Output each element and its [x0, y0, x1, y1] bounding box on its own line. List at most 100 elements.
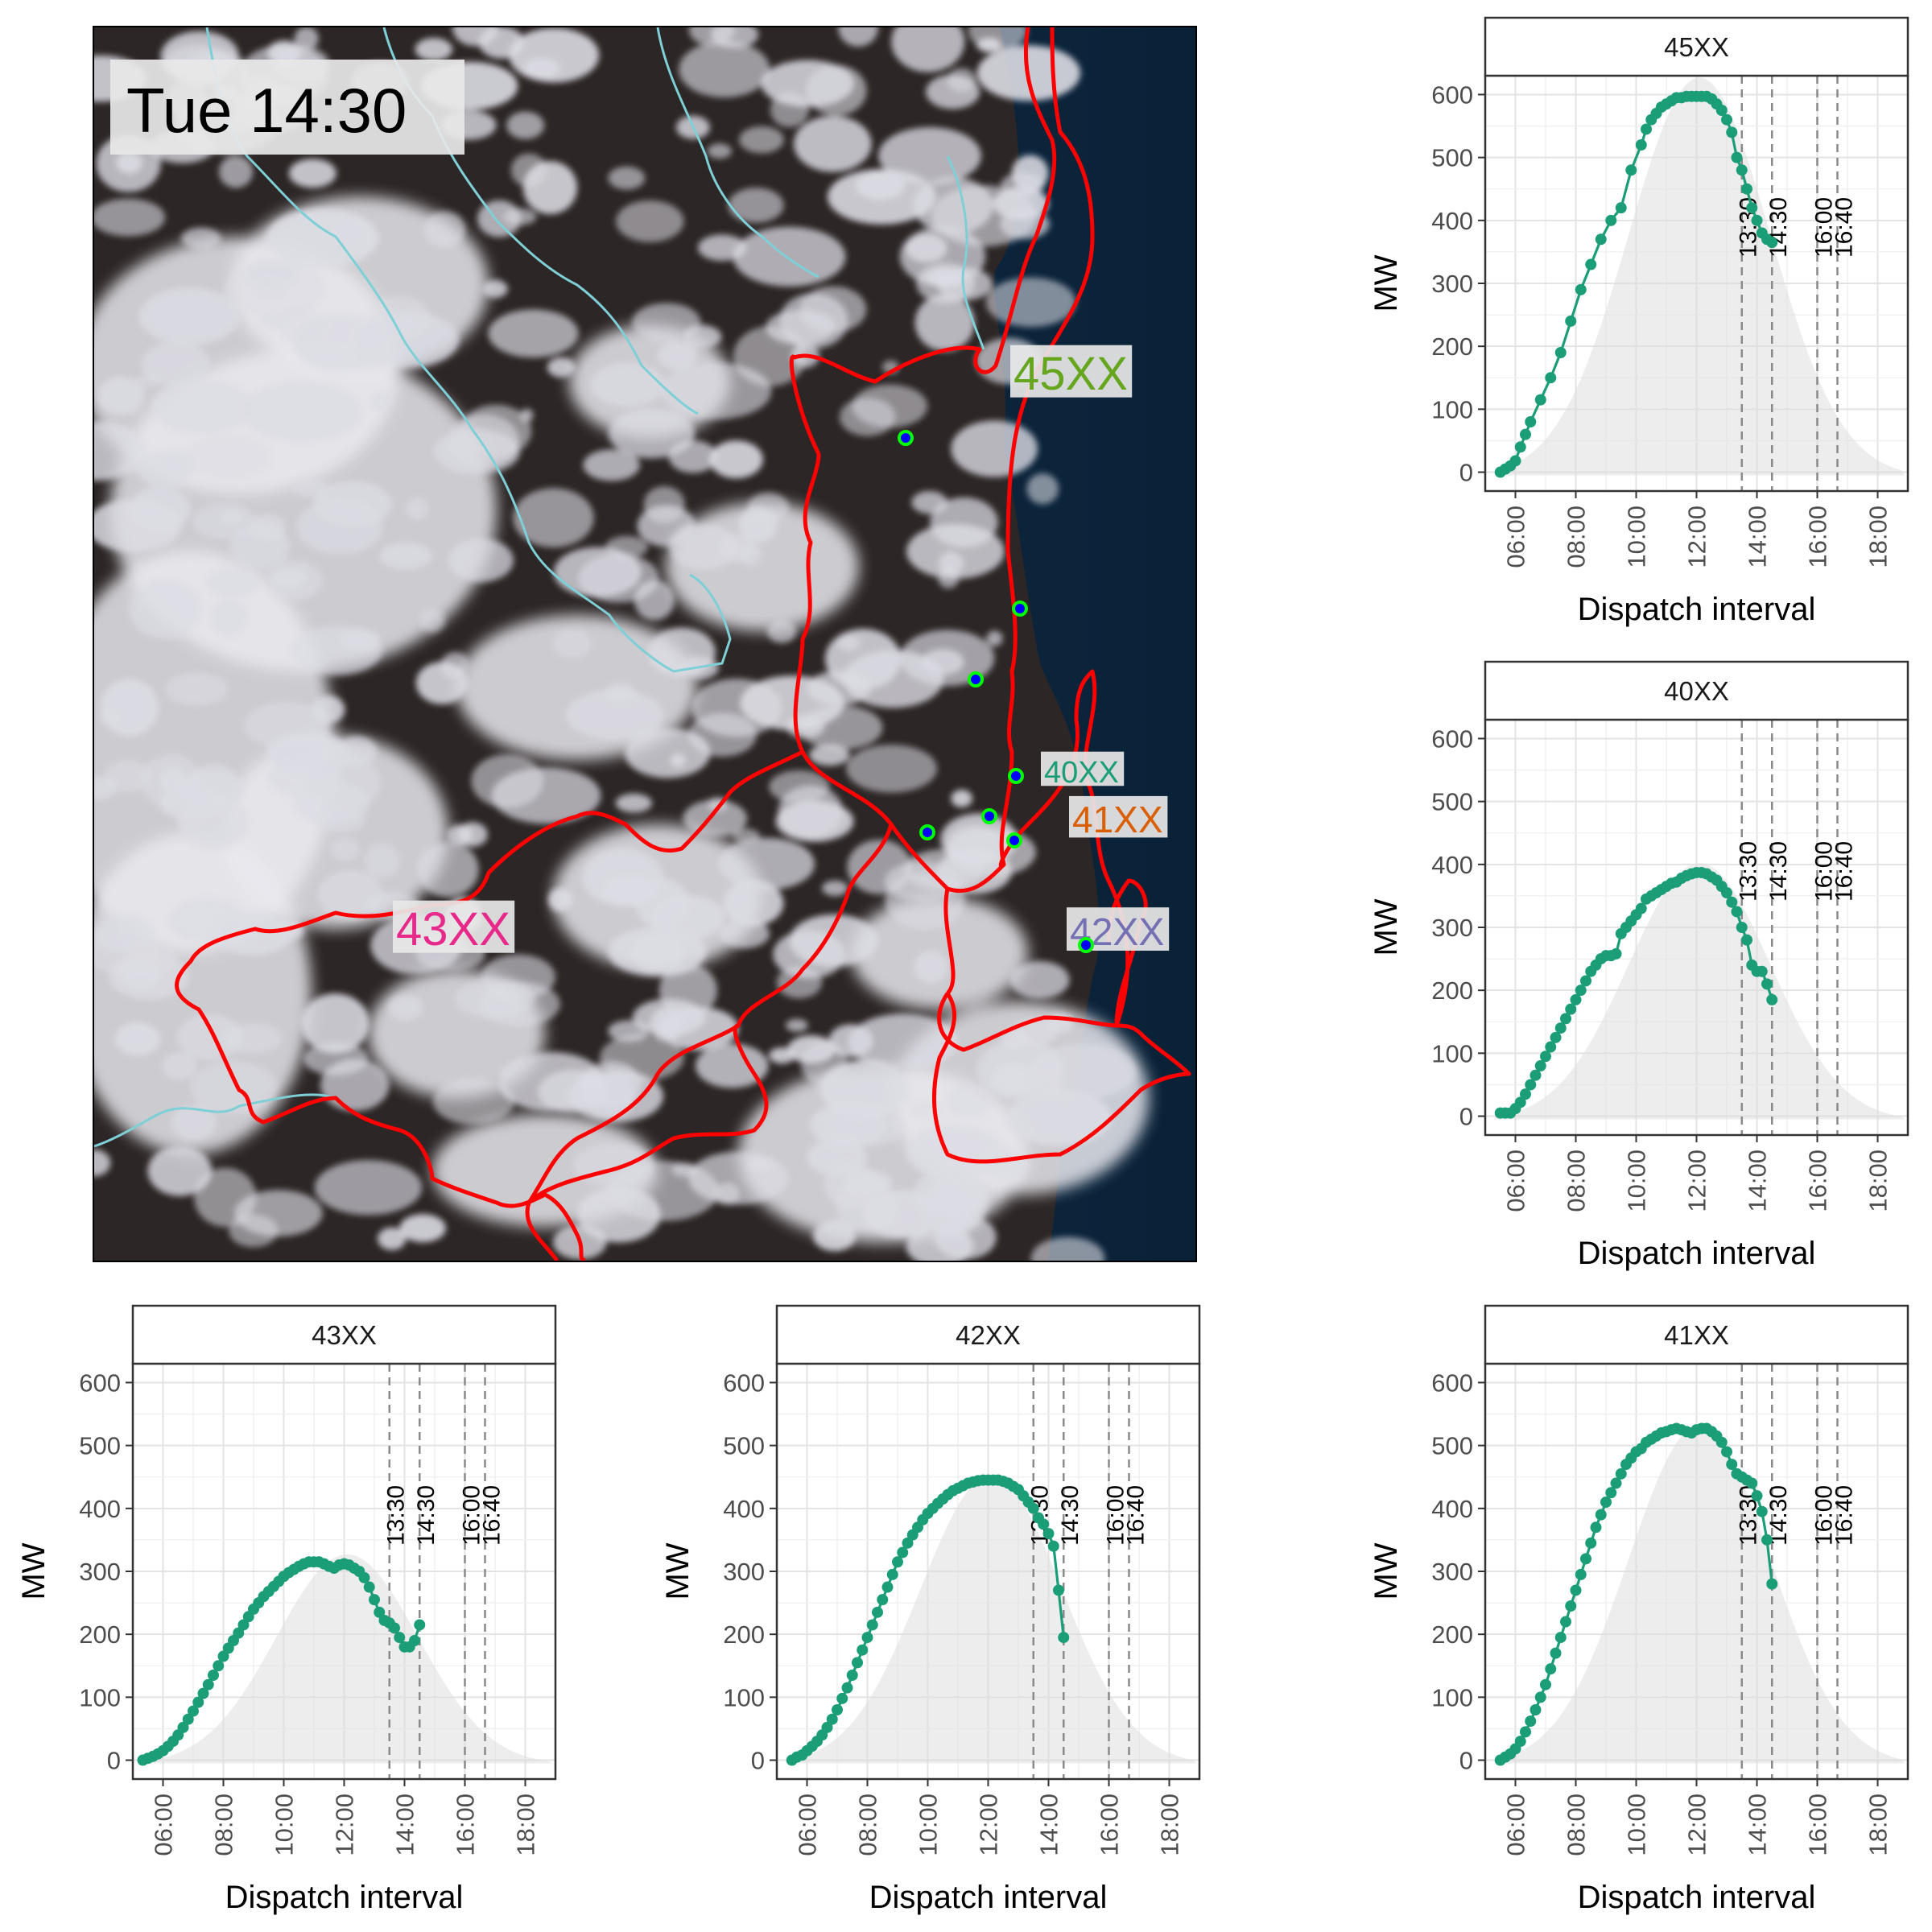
y-tick-label: 600	[723, 1368, 765, 1397]
data-point	[1565, 1003, 1577, 1015]
vline-label: 14:30	[413, 1485, 440, 1546]
data-point	[1565, 315, 1577, 327]
region-40xx-boundary	[525, 824, 956, 1261]
x-tick-label: 12:00	[975, 1794, 1003, 1856]
cloud	[329, 837, 361, 861]
cloud	[608, 408, 696, 459]
data-point	[1741, 183, 1752, 195]
x-tick-label: 12:00	[331, 1794, 359, 1856]
cloud	[406, 497, 429, 520]
cloud	[448, 538, 514, 583]
cloud	[936, 267, 993, 300]
y-tick-label: 0	[751, 1747, 765, 1775]
data-point	[872, 1606, 883, 1618]
y-tick-label: 200	[1431, 1620, 1473, 1649]
y-tick-label: 0	[1459, 1747, 1473, 1775]
data-point	[1560, 1616, 1571, 1628]
x-tick-label: 08:00	[1563, 506, 1591, 568]
y-tick-label: 0	[1459, 459, 1473, 487]
x-tick-label: 16:00	[1804, 1150, 1832, 1212]
cloud	[608, 1020, 650, 1042]
data-point	[1610, 947, 1622, 960]
cloud	[709, 440, 763, 479]
state-border	[94, 27, 985, 1148]
cloud	[605, 682, 636, 702]
y-tick-label: 300	[1431, 914, 1473, 942]
facet-chart: 13:30 14:30 16:0016:4043XX0100200300400500…	[16, 1304, 557, 1915]
data-point	[1746, 1477, 1758, 1489]
data-point	[1580, 1553, 1591, 1565]
vline-label: 16:40	[1831, 197, 1857, 258]
cloud	[1005, 1090, 1112, 1146]
data-point	[1715, 105, 1728, 116]
y-tick-label: 500	[723, 1432, 765, 1460]
y-axis-title: MW	[16, 1542, 52, 1600]
data-point	[1550, 1647, 1562, 1659]
data-point	[1540, 1051, 1551, 1063]
data-point	[886, 1568, 898, 1580]
cloud	[785, 1018, 808, 1032]
cloud	[300, 993, 370, 1054]
data-point	[1027, 1502, 1039, 1514]
data-point	[1726, 126, 1738, 138]
cloud	[951, 420, 1038, 477]
cloud	[288, 159, 336, 188]
data-point	[1570, 993, 1582, 1005]
data-point	[1610, 1477, 1622, 1489]
data-point	[1530, 1704, 1542, 1715]
data-point	[1726, 1459, 1738, 1471]
data-point	[1053, 1584, 1064, 1596]
y-tick-label: 400	[1431, 207, 1473, 235]
data-point	[1575, 283, 1587, 295]
y-tick-label: 0	[1459, 1103, 1473, 1131]
cloud	[100, 679, 159, 737]
cloud	[94, 928, 161, 974]
data-point	[902, 1537, 914, 1549]
vline-label: 14:30	[1057, 1485, 1084, 1546]
cloud	[417, 841, 479, 898]
cloud	[440, 651, 470, 679]
y-tick-label: 200	[723, 1620, 765, 1649]
data-point	[857, 1644, 869, 1656]
cloud	[151, 379, 254, 435]
x-tick-label: 16:00	[1096, 1794, 1124, 1856]
y-tick-label: 400	[79, 1495, 121, 1523]
data-point	[197, 1687, 209, 1699]
x-tick-label: 08:00	[1563, 1794, 1591, 1856]
cloud	[799, 286, 867, 332]
capacity-area	[1494, 863, 1905, 1120]
cloud	[696, 1043, 769, 1088]
cloud	[452, 27, 498, 47]
cloud	[985, 277, 1076, 328]
cloud	[679, 41, 770, 98]
cloud	[219, 155, 254, 188]
cloud	[936, 848, 1012, 894]
cloud	[738, 507, 778, 543]
cloud	[1026, 473, 1059, 505]
facet-title: 41XX	[1664, 1320, 1729, 1350]
x-tick-label: 14:00	[1744, 1150, 1772, 1212]
cloud	[822, 880, 848, 897]
region-label-background	[1069, 795, 1168, 838]
data-point	[1570, 1584, 1582, 1596]
data-point	[821, 1721, 833, 1733]
cloud	[176, 1014, 243, 1060]
vline-label: 14:30	[1765, 197, 1792, 258]
cloud	[171, 1104, 217, 1141]
cloud	[789, 914, 879, 967]
data-point	[1605, 1487, 1617, 1499]
cloud	[147, 1146, 213, 1196]
capacity-area	[786, 1476, 1197, 1764]
data-point	[389, 1622, 400, 1634]
data-point	[369, 1594, 380, 1606]
x-axis-title: Dispatch interval	[1578, 1236, 1816, 1271]
cloud	[552, 629, 592, 658]
cloud	[576, 1187, 661, 1243]
cloud	[770, 92, 809, 128]
facet-strip	[1484, 16, 1909, 77]
cloud	[631, 303, 701, 342]
data-point	[1534, 1060, 1546, 1071]
data-point	[1525, 1715, 1537, 1728]
x-axis-title: Dispatch interval	[225, 1880, 464, 1915]
data-point	[841, 1682, 853, 1694]
